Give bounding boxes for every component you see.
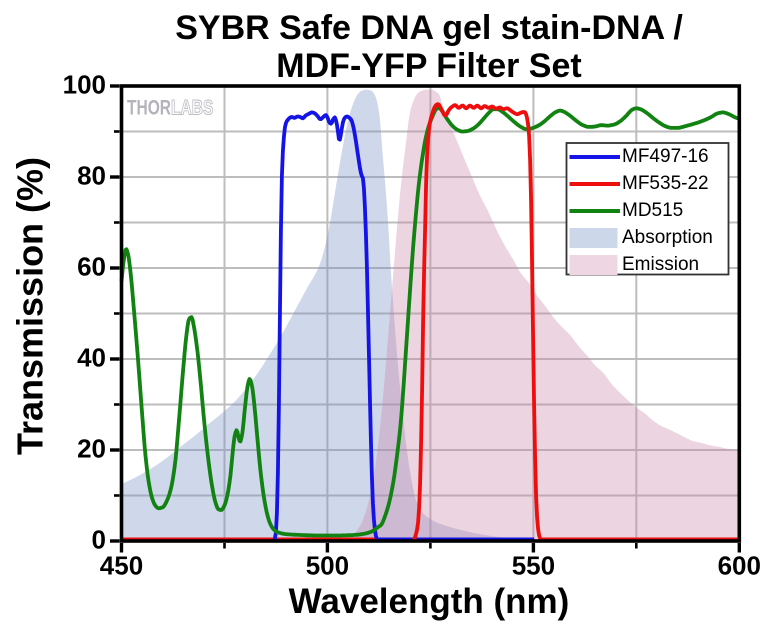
svg-text:MDF-YFP Filter Set: MDF-YFP Filter Set (276, 47, 581, 85)
svg-text:450: 450 (100, 551, 143, 581)
svg-text:MF535-22: MF535-22 (622, 173, 709, 194)
svg-text:MF497-16: MF497-16 (622, 146, 709, 167)
svg-text:THOR: THOR (127, 95, 171, 119)
svg-text:Emission: Emission (622, 254, 699, 275)
svg-text:0: 0 (92, 525, 106, 555)
svg-text:Wavelength (nm): Wavelength (nm) (289, 582, 570, 621)
svg-text:550: 550 (512, 551, 555, 581)
svg-text:600: 600 (718, 551, 761, 581)
svg-text:100: 100 (63, 70, 106, 100)
svg-text:40: 40 (77, 343, 106, 373)
svg-text:80: 80 (77, 161, 106, 191)
svg-text:20: 20 (77, 434, 106, 464)
svg-text:500: 500 (306, 551, 349, 581)
svg-text:Transmission (%): Transmission (%) (10, 157, 51, 455)
svg-text:SYBR Safe DNA gel stain-DNA /: SYBR Safe DNA gel stain-DNA / (175, 9, 683, 47)
svg-text:60: 60 (77, 252, 106, 282)
svg-text:LABS: LABS (171, 95, 213, 119)
svg-text:MD515: MD515 (622, 200, 683, 221)
svg-text:Absorption: Absorption (622, 227, 713, 248)
